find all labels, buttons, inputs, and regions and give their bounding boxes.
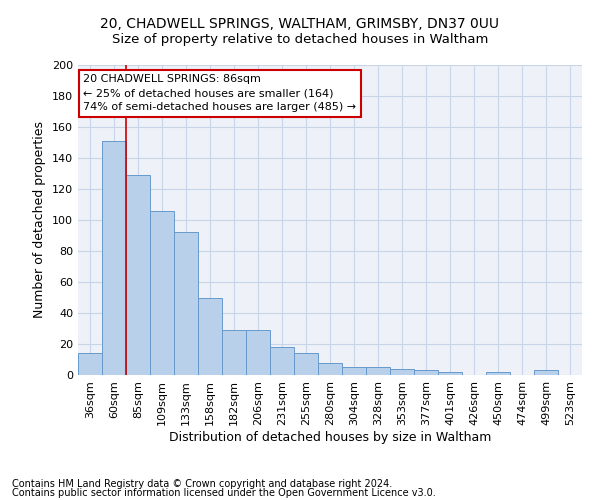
Bar	[294, 354, 318, 375]
Bar	[366, 367, 390, 375]
Text: Size of property relative to detached houses in Waltham: Size of property relative to detached ho…	[112, 32, 488, 46]
Bar	[222, 330, 246, 375]
Bar	[150, 210, 174, 375]
Bar	[342, 367, 366, 375]
Bar	[246, 330, 270, 375]
Bar	[102, 141, 126, 375]
Text: 20, CHADWELL SPRINGS, WALTHAM, GRIMSBY, DN37 0UU: 20, CHADWELL SPRINGS, WALTHAM, GRIMSBY, …	[101, 18, 499, 32]
Y-axis label: Number of detached properties: Number of detached properties	[34, 122, 46, 318]
Text: Contains public sector information licensed under the Open Government Licence v3: Contains public sector information licen…	[12, 488, 436, 498]
Text: Contains HM Land Registry data © Crown copyright and database right 2024.: Contains HM Land Registry data © Crown c…	[12, 479, 392, 489]
Bar	[270, 347, 294, 375]
Bar	[414, 370, 438, 375]
Text: 20 CHADWELL SPRINGS: 86sqm
← 25% of detached houses are smaller (164)
74% of sem: 20 CHADWELL SPRINGS: 86sqm ← 25% of deta…	[83, 74, 356, 112]
Bar	[78, 354, 102, 375]
X-axis label: Distribution of detached houses by size in Waltham: Distribution of detached houses by size …	[169, 430, 491, 444]
Bar	[126, 175, 150, 375]
Bar	[534, 370, 558, 375]
Bar	[198, 298, 222, 375]
Bar	[318, 362, 342, 375]
Bar	[174, 232, 198, 375]
Bar	[390, 369, 414, 375]
Bar	[438, 372, 462, 375]
Bar	[486, 372, 510, 375]
